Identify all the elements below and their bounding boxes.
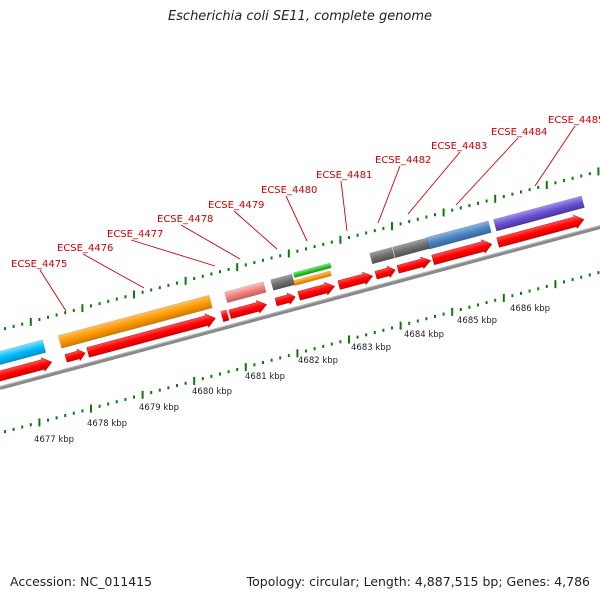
accession-text: Accession: NC_011415	[10, 574, 153, 589]
outer-tick-track	[4, 167, 600, 331]
scale-label: 4680 kbp	[192, 387, 232, 397]
scale-label: 4683 kbp	[351, 343, 391, 353]
leader-line	[534, 125, 576, 187]
feature-gray	[270, 273, 295, 291]
gene-arrow	[64, 348, 86, 363]
feature-pink	[224, 281, 267, 303]
gene-arrow	[274, 292, 296, 307]
scale-labels: 4677 kbp 4678 kbp 4679 kbp 4680 kbp 4681…	[34, 304, 550, 445]
gene-label: ECSE_4478	[157, 214, 213, 225]
feature-gray	[392, 237, 431, 258]
scale-label: 4685 kbp	[457, 316, 497, 326]
scale-label: 4681 kbp	[245, 372, 285, 382]
gene-features	[0, 195, 585, 384]
gene-label: ECSE_4475	[11, 259, 67, 270]
scale-label: 4677 kbp	[34, 435, 74, 445]
gene-arrow	[297, 282, 336, 301]
map-title: Escherichia coli SE11, complete genome	[167, 9, 433, 24]
leader-line	[180, 224, 241, 260]
scale-tick-track	[4, 271, 600, 434]
feature-orange	[58, 295, 213, 349]
gene-label: ECSE_4484	[491, 127, 547, 138]
gene-label: ECSE_4485	[548, 115, 600, 126]
gene-arrow	[337, 271, 374, 290]
gene-arrow	[220, 309, 230, 323]
gene-label: ECSE_4481	[316, 170, 372, 181]
gene-arrow	[431, 239, 493, 266]
scale-label: 4686 kbp	[510, 304, 550, 314]
leader-line	[39, 269, 67, 312]
gene-label: ECSE_4483	[431, 141, 487, 152]
gene-arrow	[0, 357, 53, 384]
topology-text: Topology: circular; Length: 4,887,515 bp…	[246, 574, 590, 589]
genome-backbone-highlight	[0, 225, 600, 387]
gene-label: ECSE_4482	[375, 155, 431, 166]
gene-arrow	[374, 265, 396, 280]
leader-line	[130, 239, 216, 267]
leader-line	[455, 137, 519, 206]
gene-arrow	[496, 214, 585, 248]
gene-label: ECSE_4479	[208, 200, 264, 211]
feature-cyan	[0, 339, 47, 368]
feature-blue	[426, 220, 492, 250]
scale-label: 4679 kbp	[139, 403, 179, 413]
gene-label-leaders	[39, 125, 576, 312]
gene-label: ECSE_4476	[57, 243, 113, 254]
scale-label: 4678 kbp	[87, 419, 127, 429]
scale-label: 4682 kbp	[298, 356, 338, 366]
leader-line	[407, 151, 461, 215]
gene-arrow	[228, 300, 268, 319]
scale-label: 4684 kbp	[404, 330, 444, 340]
gene-arrow	[86, 313, 216, 358]
leader-line	[285, 195, 308, 242]
leader-line	[82, 253, 145, 289]
feature-gray	[369, 247, 395, 265]
leader-line	[340, 180, 348, 232]
gene-label: ECSE_4480	[261, 185, 317, 196]
gene-arrow	[396, 256, 432, 274]
leader-line	[377, 165, 401, 224]
genome-backbone	[0, 225, 600, 390]
gene-label: ECSE_4477	[107, 229, 163, 240]
feature-green	[293, 262, 332, 278]
leader-line	[233, 210, 278, 250]
feature-purple	[493, 195, 585, 232]
feature-orange-small	[293, 270, 332, 286]
gene-labels: ECSE_4475 ECSE_4476 ECSE_4477 ECSE_4478 …	[11, 115, 600, 270]
